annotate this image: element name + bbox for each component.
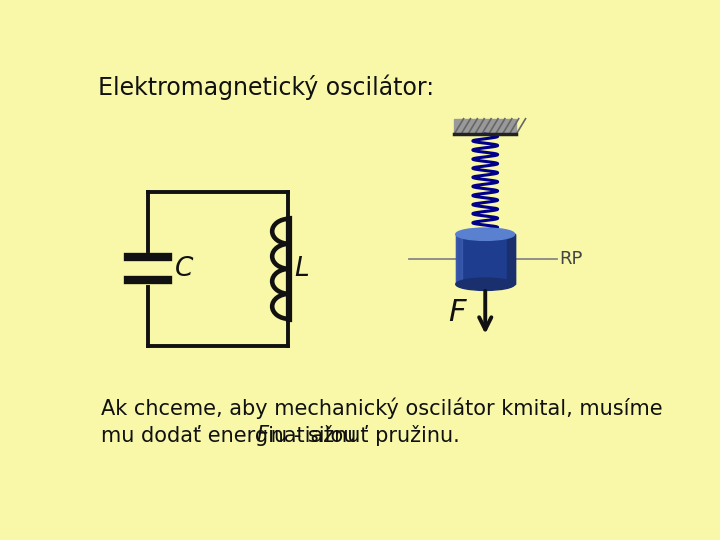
Text: $\mathbf{\it{F}}$: $\mathbf{\it{F}}$ xyxy=(449,298,468,327)
Text: natiažnuť pružinu.: natiažnuť pružinu. xyxy=(264,425,460,446)
Text: Elektromagnetický oscilátor:: Elektromagnetický oscilátor: xyxy=(98,74,434,99)
Ellipse shape xyxy=(456,278,515,291)
Bar xyxy=(456,234,515,284)
Bar xyxy=(507,234,515,284)
Text: $C$: $C$ xyxy=(174,256,195,282)
Text: Ak chceme, aby mechanický oscilátor kmital, musíme: Ak chceme, aby mechanický oscilátor kmit… xyxy=(101,397,662,419)
Bar xyxy=(456,234,462,284)
Text: $F$: $F$ xyxy=(256,425,270,445)
Text: $L$: $L$ xyxy=(294,256,309,282)
Text: mu dodať energiu - silou: mu dodať energiu - silou xyxy=(101,425,363,446)
Ellipse shape xyxy=(456,228,515,240)
Text: RP: RP xyxy=(559,250,583,268)
Bar xyxy=(454,119,516,134)
